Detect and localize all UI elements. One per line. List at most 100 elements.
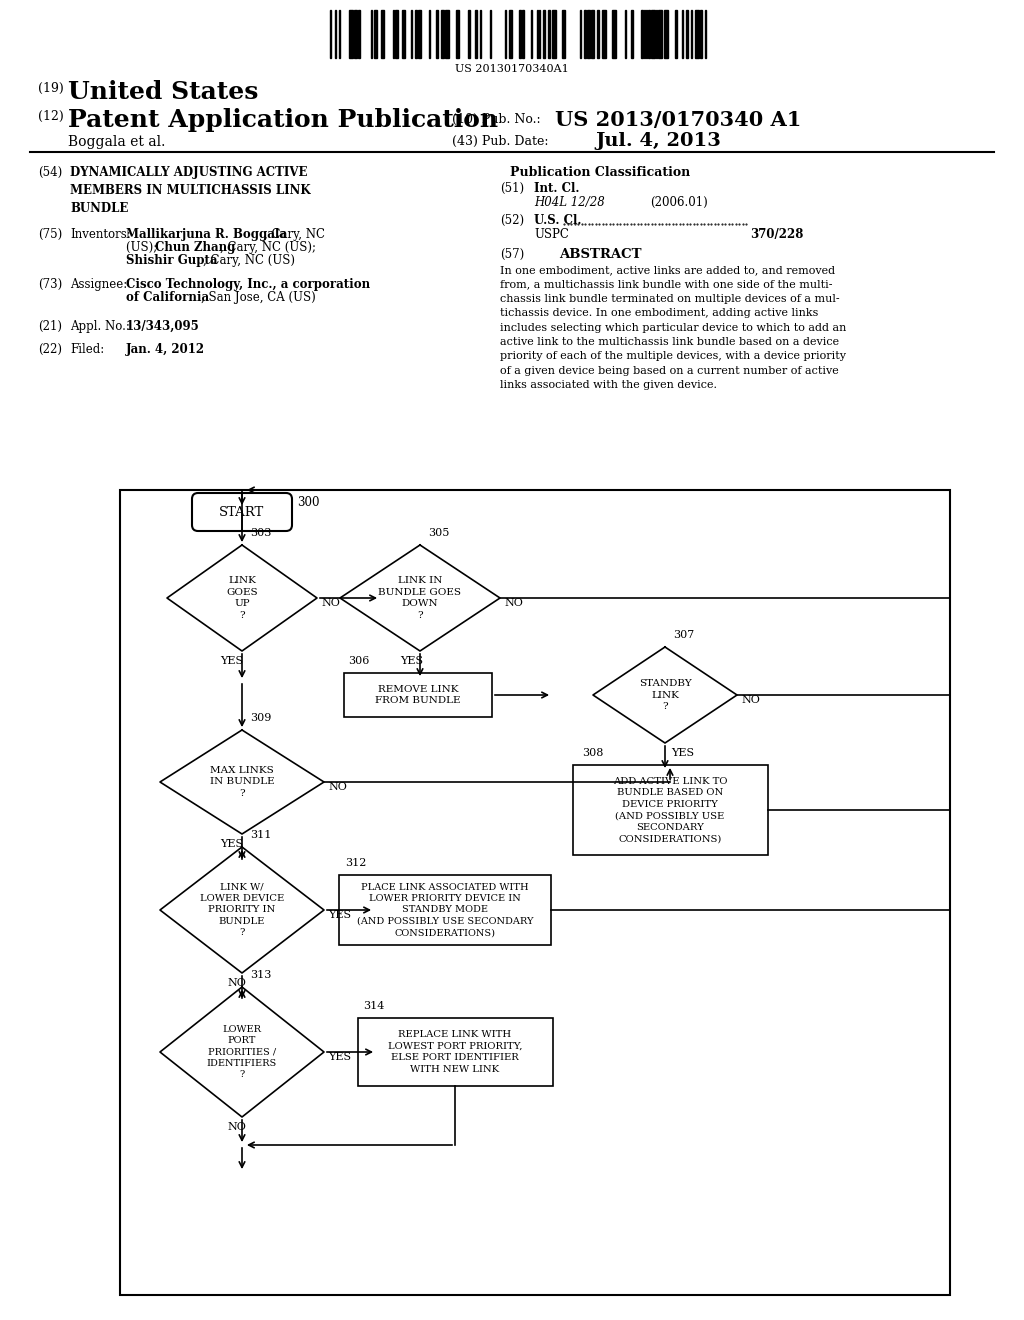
Bar [415, 11, 417, 58]
Text: STANDBY
LINK
?: STANDBY LINK ? [639, 678, 691, 711]
Bar [354, 11, 357, 58]
Text: LOWER
PORT
PRIORITIES /
IDENTIFIERS
?: LOWER PORT PRIORITIES / IDENTIFIERS ? [207, 1024, 278, 1080]
Bar [651, 11, 655, 58]
Bar [695, 11, 699, 58]
Text: 309: 309 [250, 713, 271, 723]
Text: (54): (54) [38, 166, 62, 180]
Bar [572, 766, 768, 855]
Bar [664, 11, 668, 58]
Text: (52): (52) [500, 214, 524, 227]
Text: (19): (19) [38, 82, 63, 95]
Bar [648, 11, 650, 58]
Bar [445, 11, 449, 58]
Text: 305: 305 [428, 528, 450, 539]
Text: Appl. No.:: Appl. No.: [70, 319, 130, 333]
Text: Boggala et al.: Boggala et al. [68, 135, 165, 149]
Text: ABSTRACT: ABSTRACT [559, 248, 641, 261]
Bar [591, 11, 594, 58]
Bar [597, 11, 599, 58]
Text: , Cary, NC: , Cary, NC [264, 228, 325, 242]
Text: 300: 300 [297, 495, 319, 508]
Text: YES: YES [328, 909, 351, 920]
Text: 314: 314 [364, 1001, 385, 1011]
Text: United States: United States [68, 81, 258, 104]
Text: Patent Application Publication: Patent Application Publication [68, 108, 498, 132]
Text: (73): (73) [38, 279, 62, 290]
Text: (12): (12) [38, 110, 63, 123]
Bar [522, 11, 524, 58]
Bar [339, 875, 551, 945]
Text: MAX LINKS
IN BUNDLE
?: MAX LINKS IN BUNDLE ? [210, 766, 274, 799]
Text: Assignee:: Assignee: [70, 279, 127, 290]
Bar [436, 11, 438, 58]
Text: YES: YES [220, 840, 243, 849]
Text: 312: 312 [345, 858, 367, 869]
Text: US 2013/0170340 A1: US 2013/0170340 A1 [555, 110, 802, 129]
Text: NO: NO [504, 598, 523, 609]
Text: YES: YES [328, 1052, 351, 1063]
Text: (21): (21) [38, 319, 62, 333]
Bar [395, 11, 398, 58]
Text: Jul. 4, 2013: Jul. 4, 2013 [595, 132, 721, 150]
Text: USPC: USPC [534, 228, 569, 242]
Bar [602, 11, 606, 58]
Text: H04L 12/28: H04L 12/28 [534, 195, 605, 209]
Bar [357, 1018, 553, 1086]
Text: (75): (75) [38, 228, 62, 242]
Text: 313: 313 [250, 970, 271, 979]
Bar [587, 11, 590, 58]
Text: (22): (22) [38, 343, 62, 356]
Text: U.S. Cl.: U.S. Cl. [534, 214, 582, 227]
Text: YES: YES [220, 656, 243, 667]
Text: Jan. 4, 2012: Jan. 4, 2012 [126, 343, 205, 356]
Bar [631, 11, 633, 58]
Text: 303: 303 [250, 528, 271, 539]
Text: 311: 311 [250, 830, 271, 840]
Text: NO: NO [328, 781, 347, 792]
Text: , San Jose, CA (US): , San Jose, CA (US) [201, 290, 315, 304]
Text: , Cary, NC (US);: , Cary, NC (US); [220, 242, 316, 253]
Text: 306: 306 [348, 656, 370, 667]
Text: 308: 308 [583, 748, 604, 758]
Text: Chun Zhang: Chun Zhang [155, 242, 236, 253]
Bar [612, 11, 616, 58]
Text: REMOVE LINK
FROM BUNDLE: REMOVE LINK FROM BUNDLE [375, 685, 461, 705]
Text: In one embodiment, active links are added to, and removed
from, a multichassis l: In one embodiment, active links are adde… [500, 265, 847, 391]
Text: NO: NO [227, 978, 246, 987]
Text: (57): (57) [500, 248, 524, 261]
Text: LINK W/
LOWER DEVICE
PRIORITY IN
BUNDLE
?: LINK W/ LOWER DEVICE PRIORITY IN BUNDLE … [200, 883, 284, 937]
Text: Inventors:: Inventors: [70, 228, 131, 242]
Bar [374, 11, 377, 58]
Text: , Cary, NC (US): , Cary, NC (US) [203, 253, 295, 267]
Bar [641, 11, 643, 58]
Bar [456, 11, 459, 58]
Bar [402, 11, 406, 58]
Text: Filed:: Filed: [70, 343, 104, 356]
Bar [584, 11, 586, 58]
Text: (2006.01): (2006.01) [650, 195, 708, 209]
Text: US 20130170340A1: US 20130170340A1 [455, 63, 569, 74]
Bar [509, 11, 512, 58]
Text: (51): (51) [500, 182, 524, 195]
Bar [548, 11, 550, 58]
Text: (10) Pub. No.:: (10) Pub. No.: [452, 114, 541, 125]
Text: DYNAMICALLY ADJUSTING ACTIVE
MEMBERS IN MULTICHASSIS LINK
BUNDLE: DYNAMICALLY ADJUSTING ACTIVE MEMBERS IN … [70, 166, 310, 215]
Text: NO: NO [227, 1122, 246, 1133]
Bar [468, 11, 470, 58]
Bar [686, 11, 688, 58]
Text: LINK IN
BUNDLE GOES
DOWN
?: LINK IN BUNDLE GOES DOWN ? [379, 577, 462, 619]
Text: Shishir Gupta: Shishir Gupta [126, 253, 217, 267]
Text: YES: YES [671, 748, 694, 758]
Text: NO: NO [321, 598, 340, 609]
Text: REPLACE LINK WITH
LOWEST PORT PRIORITY,
ELSE PORT IDENTIFIER
WITH NEW LINK: REPLACE LINK WITH LOWEST PORT PRIORITY, … [388, 1031, 522, 1073]
Text: Mallikarjuna R. Boggala: Mallikarjuna R. Boggala [126, 228, 287, 242]
Text: 13/343,095: 13/343,095 [126, 319, 200, 333]
Text: (US);: (US); [126, 242, 161, 253]
Text: LINK
GOES
UP
?: LINK GOES UP ? [226, 577, 258, 619]
Text: PLACE LINK ASSOCIATED WITH
LOWER PRIORITY DEVICE IN
STANDBY MODE
(AND POSSIBLY U: PLACE LINK ASSOCIATED WITH LOWER PRIORIT… [356, 883, 534, 937]
Bar [552, 11, 556, 58]
Text: ADD ACTIVE LINK TO
BUNDLE BASED ON
DEVICE PRIORITY
(AND POSSIBLY USE
SECONDARY
C: ADD ACTIVE LINK TO BUNDLE BASED ON DEVIC… [612, 777, 727, 843]
Bar [120, 490, 950, 1295]
Bar [519, 11, 521, 58]
Text: of California: of California [126, 290, 209, 304]
